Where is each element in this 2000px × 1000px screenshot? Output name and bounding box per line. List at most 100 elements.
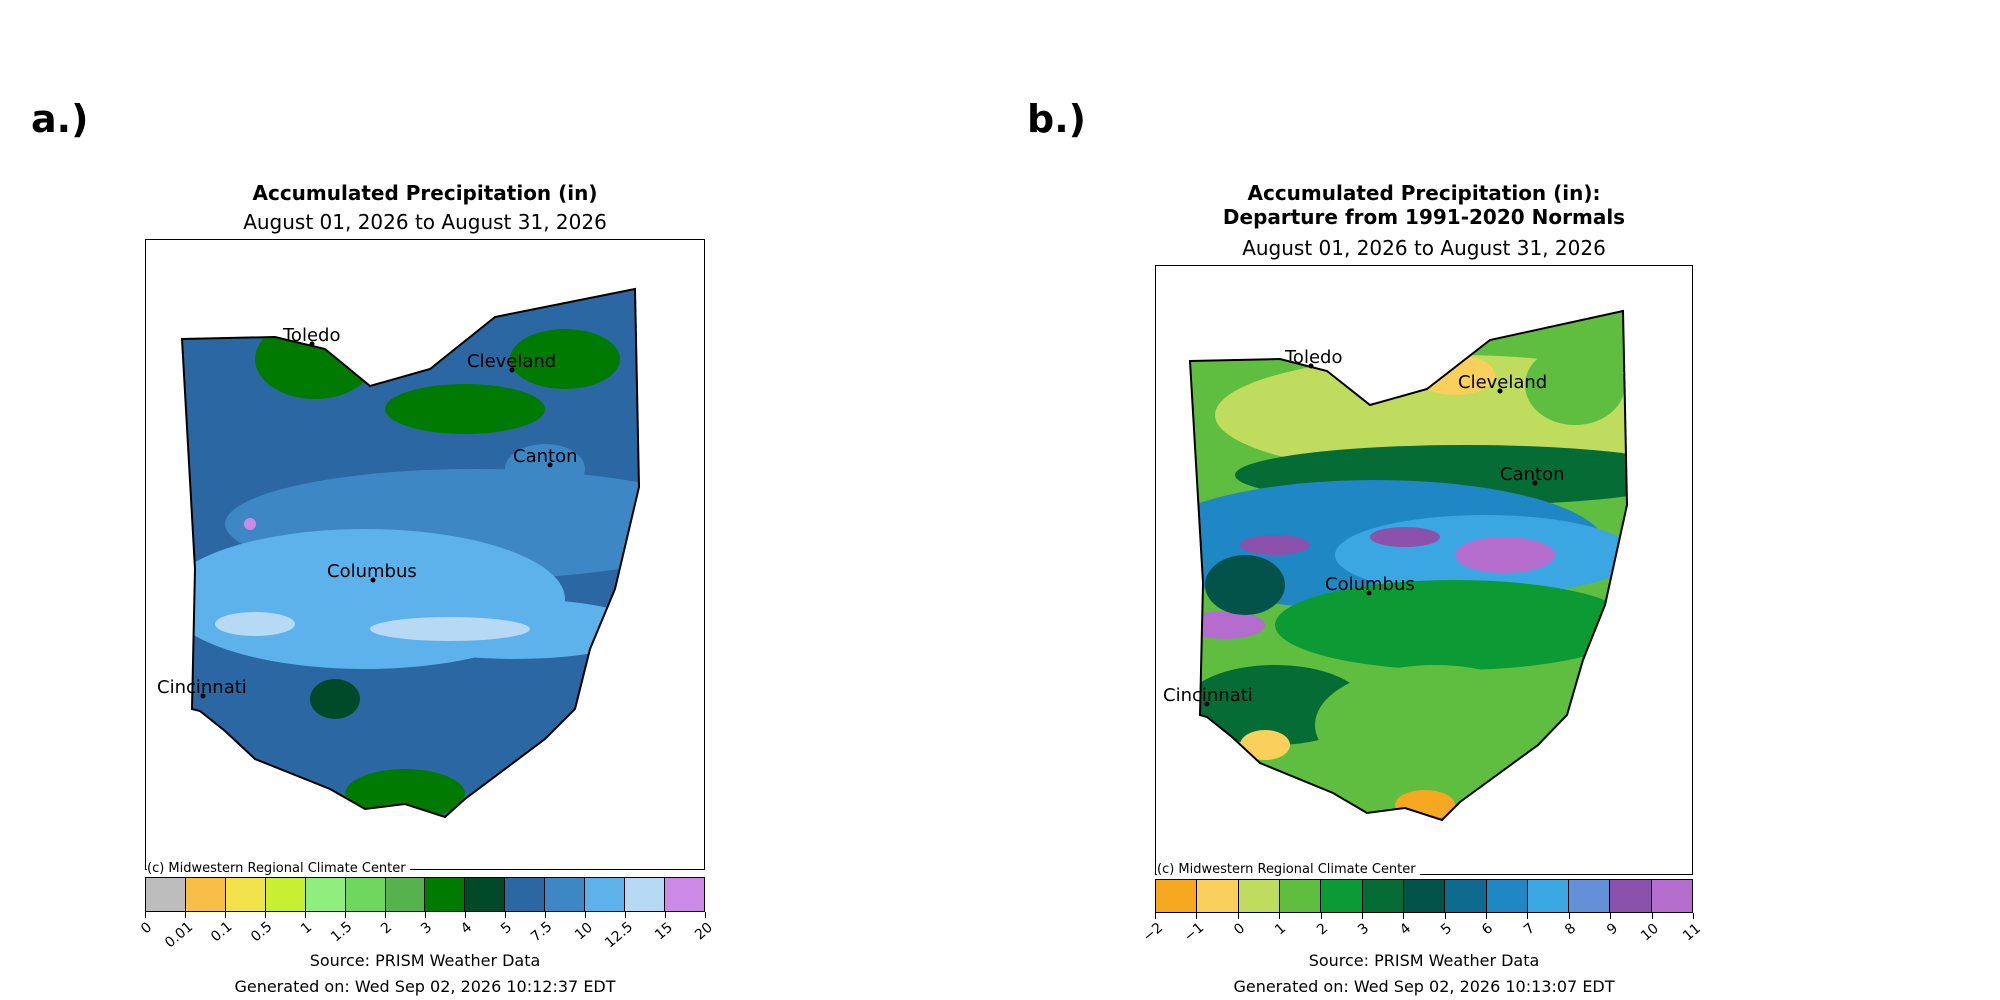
colorbar-swatch bbox=[1610, 880, 1652, 912]
city-label-canton: Canton bbox=[513, 446, 578, 467]
colorbar-tickmark bbox=[1486, 913, 1488, 919]
colorbar-tick-label: 0 bbox=[1231, 920, 1249, 939]
colorbar-swatch bbox=[185, 878, 226, 911]
colorbar-tickmark bbox=[625, 912, 626, 918]
colorbar-tick-label: 5 bbox=[1438, 920, 1456, 939]
colorbar-tick-label: 12.5 bbox=[601, 918, 636, 951]
colorbar-swatch bbox=[585, 878, 626, 911]
colorbar-tick-label: 3 bbox=[1355, 920, 1373, 939]
colorbar-swatch bbox=[1651, 880, 1693, 912]
panel-b-label: b.) bbox=[1027, 97, 1087, 141]
colorbar-tickmark bbox=[1320, 913, 1322, 919]
city-label-columbus: Columbus bbox=[327, 561, 417, 582]
colorbar-tickmark bbox=[1527, 913, 1529, 919]
colorbar-tickmark bbox=[1568, 913, 1570, 919]
city-label-cleveland: Cleveland bbox=[467, 351, 556, 372]
city-label-columbus: Columbus bbox=[1325, 574, 1415, 595]
colorbar-tick-label: 9 bbox=[1603, 920, 1621, 939]
city-label-toledo: Toledo bbox=[282, 325, 340, 346]
colorbar-tick-label: 20 bbox=[691, 919, 716, 943]
panel-b-colorbar bbox=[1155, 879, 1693, 913]
colorbar-tick-label: 0.01 bbox=[161, 918, 196, 951]
colorbar-tickmark bbox=[305, 912, 306, 918]
colorbar-tickmark bbox=[1651, 913, 1653, 919]
colorbar-tickmark bbox=[265, 912, 266, 918]
colorbar-tick-label: 4 bbox=[1396, 920, 1414, 939]
colorbar-swatch bbox=[1445, 880, 1487, 912]
colorbar-tickmark bbox=[425, 912, 426, 918]
colorbar-tick-label: 10 bbox=[1638, 920, 1663, 944]
panel-a-label: a.) bbox=[31, 97, 89, 141]
colorbar-swatch bbox=[1486, 880, 1528, 912]
colorbar-tick-label: 1 bbox=[1272, 920, 1290, 939]
panel-a-source: Source: PRISM Weather Data bbox=[309, 951, 541, 970]
colorbar-tickmark bbox=[145, 912, 146, 918]
colorbar-swatch bbox=[425, 878, 466, 911]
city-label-canton: Canton bbox=[1500, 464, 1565, 485]
colorbar-tick-label: 0 bbox=[138, 919, 156, 938]
colorbar-tick-label: 0.5 bbox=[248, 919, 276, 946]
panel-b-date-range: August 01, 2026 to August 31, 2026 bbox=[1242, 236, 1606, 260]
colorbar-swatch bbox=[545, 878, 586, 911]
colorbar-tick-label: 0.1 bbox=[208, 919, 236, 946]
colorbar-tickmark bbox=[585, 912, 586, 918]
colorbar-tick-label: 1.5 bbox=[328, 919, 356, 946]
colorbar-tickmark bbox=[345, 912, 346, 918]
colorbar-tickmark bbox=[1610, 913, 1612, 919]
colorbar-tick-label: 7 bbox=[1520, 920, 1538, 939]
colorbar-swatch bbox=[146, 878, 186, 911]
colorbar-swatch bbox=[265, 878, 306, 911]
colorbar-swatch bbox=[1569, 880, 1611, 912]
colorbar-tick-label: 15 bbox=[651, 919, 676, 943]
colorbar-tickmark bbox=[1403, 913, 1405, 919]
colorbar-tickmark bbox=[465, 912, 466, 918]
colorbar-swatch bbox=[225, 878, 266, 911]
panel-b-copyright: (c) Midwestern Regional Climate Center bbox=[1157, 862, 1420, 877]
colorbar-tickmark bbox=[1444, 913, 1446, 919]
panel-b-source: Source: PRISM Weather Data bbox=[1308, 951, 1540, 970]
colorbar-tick-label: 3 bbox=[418, 919, 436, 938]
colorbar-swatch bbox=[1362, 880, 1404, 912]
colorbar-swatch bbox=[385, 878, 426, 911]
colorbar-tick-label: −2 bbox=[1139, 920, 1166, 946]
colorbar-tickmark bbox=[545, 912, 546, 918]
city-label-cincinnati: Cincinnati bbox=[1163, 685, 1253, 706]
colorbar-tickmark bbox=[385, 912, 386, 918]
colorbar-tickmark bbox=[1196, 913, 1198, 919]
city-label-cincinnati: Cincinnati bbox=[157, 677, 247, 698]
panel-b-map: Toledo Cleveland Canton Columbus Cincinn… bbox=[1163, 309, 1629, 822]
colorbar-swatch bbox=[1156, 880, 1198, 912]
colorbar-swatch bbox=[1279, 880, 1322, 912]
colorbar-swatch bbox=[465, 878, 506, 911]
colorbar-tick-label: 10 bbox=[571, 919, 596, 943]
colorbar-tickmark bbox=[185, 912, 186, 918]
colorbar-tick-label: 8 bbox=[1562, 920, 1580, 939]
colorbar-tickmark bbox=[1237, 913, 1239, 919]
panel-a-colorbar bbox=[145, 877, 705, 912]
colorbar-tickmark bbox=[665, 912, 666, 918]
colorbar-swatch bbox=[505, 878, 546, 911]
colorbar-tick-label: 7.5 bbox=[528, 919, 556, 946]
colorbar-tick-label: 5 bbox=[498, 919, 516, 938]
colorbar-swatch bbox=[1403, 880, 1446, 912]
panel-a-date-range: August 01, 2026 to August 31, 2026 bbox=[243, 210, 607, 234]
city-label-cleveland: Cleveland bbox=[1458, 372, 1547, 393]
colorbar-tickmark bbox=[1361, 913, 1363, 919]
colorbar-tickmark bbox=[705, 912, 706, 918]
colorbar-tick-label: 2 bbox=[378, 919, 396, 938]
colorbar-tickmark bbox=[225, 912, 226, 918]
city-label-toledo: Toledo bbox=[1284, 347, 1342, 368]
colorbar-tick-label: 1 bbox=[298, 919, 316, 938]
colorbar-tick-label: 4 bbox=[458, 919, 476, 938]
panel-b-title: Accumulated Precipitation (in): bbox=[1247, 181, 1601, 205]
colorbar-swatch bbox=[625, 878, 665, 911]
panel-a-copyright: (c) Midwestern Regional Climate Center bbox=[147, 861, 410, 876]
panel-b-generated: Generated on: Wed Sep 02, 2026 10:13:07 … bbox=[1233, 977, 1615, 996]
panel-a-map: Toledo Cleveland Canton Columbus Cincinn… bbox=[157, 287, 641, 819]
colorbar-tick-label: 11 bbox=[1679, 920, 1704, 944]
panel-b-title-line2: Departure from 1991-2020 Normals bbox=[1222, 205, 1626, 229]
colorbar-tickmark bbox=[1693, 913, 1694, 919]
colorbar-tickmark bbox=[1279, 913, 1281, 919]
colorbar-swatch bbox=[1527, 880, 1570, 912]
colorbar-swatch bbox=[1238, 880, 1280, 912]
